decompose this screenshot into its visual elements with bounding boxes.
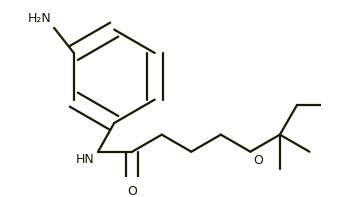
Text: O: O: [253, 154, 263, 167]
Text: H₂N: H₂N: [28, 12, 51, 25]
Text: HN: HN: [76, 153, 95, 166]
Text: O: O: [127, 185, 137, 197]
